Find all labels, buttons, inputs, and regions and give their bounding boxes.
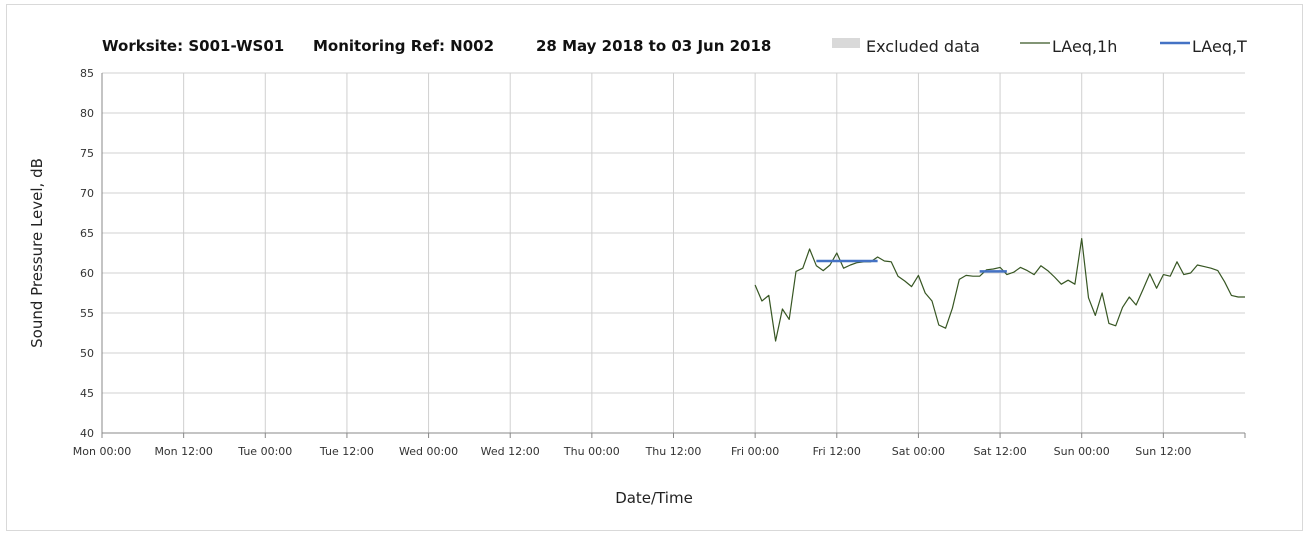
y-tick-label: 55 (80, 307, 94, 320)
y-axis-title: Sound Pressure Level, dB (28, 158, 46, 348)
legend-label-excluded: Excluded data (866, 37, 980, 56)
chart-frame (6, 4, 1303, 531)
chart-title-period: 28 May 2018 to 03 Jun 2018 (536, 37, 771, 55)
y-tick-label: 65 (80, 227, 94, 240)
y-tick-label: 80 (80, 107, 94, 120)
legend-label-laeq-1h: LAeq,1h (1052, 37, 1117, 56)
y-tick-label: 75 (80, 147, 94, 160)
y-tick-label: 45 (80, 387, 94, 400)
x-tick-label: Sat 00:00 (892, 445, 945, 458)
x-tick-label: Fri 12:00 (813, 445, 861, 458)
x-tick-label: Sun 00:00 (1054, 445, 1110, 458)
x-tick-label: Thu 00:00 (563, 445, 620, 458)
x-tick-label: Sun 12:00 (1135, 445, 1191, 458)
gridlines (102, 72, 1245, 434)
x-tick-label: Thu 12:00 (645, 445, 702, 458)
x-tick-labels: Mon 00:00 Mon 12:00 Tue 00:00 Tue 12:00 Wed … (73, 445, 1192, 458)
y-tick-label: 85 (80, 67, 94, 80)
y-tick-labels: 40 45 50 55 60 65 70 75 80 85 (80, 67, 94, 440)
x-tick-label: Tue 12:00 (319, 445, 374, 458)
axes (101, 73, 1246, 438)
x-tick-label: Wed 00:00 (399, 445, 458, 458)
x-tick-label: Mon 12:00 (154, 445, 212, 458)
x-tick-label: Fri 00:00 (731, 445, 779, 458)
series-group (754, 238, 1245, 342)
chart-title-monitoring-ref: Monitoring Ref: N002 (313, 37, 494, 55)
legend: Excluded data LAeq,1h LAeq,T (832, 37, 1247, 56)
legend-swatch-excluded (832, 38, 860, 48)
y-tick-label: 60 (80, 267, 94, 280)
x-tick-label: Sat 12:00 (973, 445, 1026, 458)
chart-title-worksite: Worksite: S001-WS01 (102, 37, 284, 55)
y-tick-label: 40 (80, 427, 94, 440)
legend-label-laeq-t: LAeq,T (1192, 37, 1247, 56)
x-tick-label: Wed 12:00 (481, 445, 540, 458)
y-tick-label: 70 (80, 187, 94, 200)
y-tick-label: 50 (80, 347, 94, 360)
x-tick-label: Tue 00:00 (237, 445, 292, 458)
x-tick-label: Mon 00:00 (73, 445, 131, 458)
series-line-laeq-1h (754, 238, 1245, 342)
x-axis-title: Date/Time (615, 489, 693, 507)
